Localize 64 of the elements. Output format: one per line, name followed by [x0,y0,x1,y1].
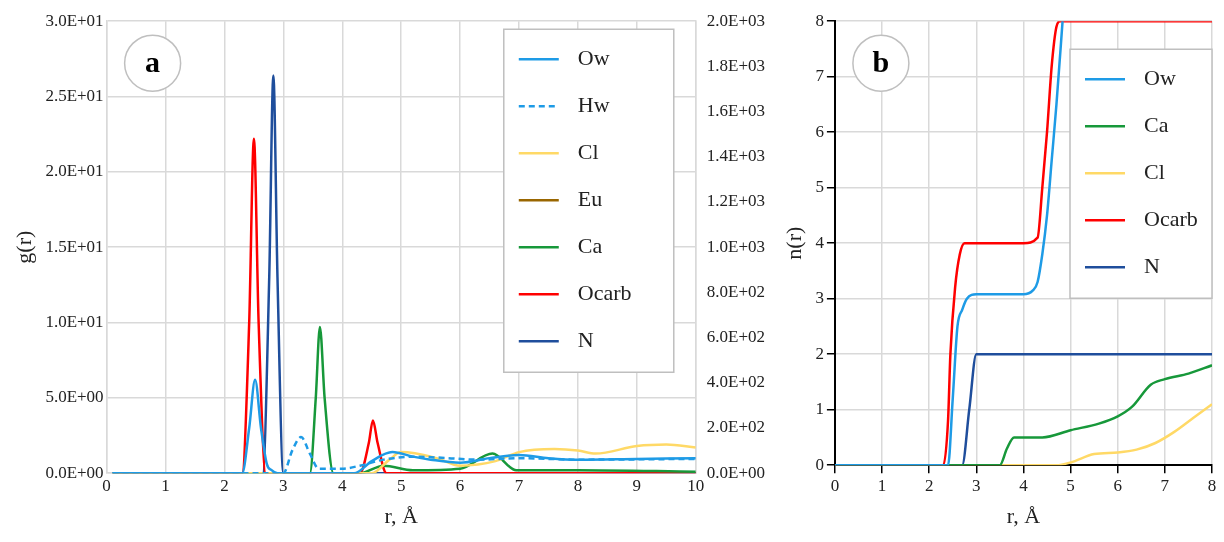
y-tick-label: 5 [815,177,824,197]
x-tick-label: 4 [338,475,348,495]
x-tick-label: 7 [1160,475,1170,495]
x-tick-label: 2 [924,475,934,495]
y2-tick-label: 8.0E+02 [706,281,766,301]
legend-label: Ocarb [577,279,632,305]
x-tick-label: 6 [1113,475,1122,495]
annotation: b [872,44,890,78]
y-tick-label: 0.0E+00 [45,462,104,482]
y-tick-label: 1 [815,399,824,419]
legend-label: N [577,326,594,352]
y-tick-label: 5.0E+00 [45,387,104,407]
x-axis-title: r, Å [1006,502,1041,528]
legend-label: Hw [577,91,610,117]
x-tick-label: 1 [877,475,887,495]
x-tick-label: 3 [972,475,981,495]
x-tick-label: 1 [161,475,170,495]
y2-tick-label: 1.8E+03 [706,55,766,75]
legend-label: Ocarb [1144,205,1198,231]
x-tick-label: 3 [279,475,288,495]
legend-label: Cl [1144,158,1165,184]
y-tick-label: 8 [815,10,824,30]
legend-label: Ca [1144,111,1169,137]
x-axis-title: r, Å [384,502,418,528]
y-tick-label: 0 [815,454,824,474]
legend-label: Cl [577,138,599,164]
x-tick-label: 8 [1207,475,1217,495]
annotation: a [145,44,161,78]
x-tick-label: 6 [455,475,465,495]
y2-tick-label: 1.4E+03 [706,146,766,166]
y-tick-label: 6 [815,121,824,141]
y-tick-label: 2.5E+01 [45,86,104,105]
x-tick-label: 8 [573,475,583,495]
legend-label: Eu [577,185,603,211]
y-tick-label: 1.0E+01 [45,312,104,331]
x-tick-label: 7 [514,475,524,495]
y-tick-label: 2 [815,343,824,363]
legend-label: Ow [577,44,610,70]
y2-tick-label: 2.0E+02 [706,417,766,437]
y2-tick-label: 2.0E+03 [706,10,766,30]
y-tick-label: 2.0E+01 [45,161,104,181]
x-tick-label: 9 [632,475,642,495]
x-tick-label: 5 [396,475,406,495]
y2-tick-label: 1.2E+03 [706,191,766,211]
y2-tick-label: 1.0E+03 [706,236,766,256]
y2-tick-label: 0.0E+00 [706,462,766,482]
y2-tick-label: 1.6E+03 [706,101,766,121]
y-axis-title: n(r) [780,226,806,260]
legend-label: Ow [1144,64,1176,90]
y-tick-label: 3 [815,288,824,308]
y2-tick-label: 4.0E+02 [706,372,766,392]
legend-label: Ca [577,232,603,258]
legend-label: N [1144,252,1160,278]
x-tick-label: 2 [220,475,229,495]
y-tick-label: 4 [815,232,825,252]
y-tick-label: 7 [815,66,825,86]
y-axis-title: g(r) [10,230,36,264]
x-tick-label: 0 [830,475,840,495]
y-tick-label: 1.5E+01 [45,236,104,256]
y2-tick-label: 6.0E+02 [706,327,766,347]
x-tick-label: 10 [687,475,705,495]
y-tick-label: 3.0E+01 [45,10,104,30]
x-tick-label: 5 [1066,475,1075,495]
x-tick-label: 4 [1019,475,1029,495]
